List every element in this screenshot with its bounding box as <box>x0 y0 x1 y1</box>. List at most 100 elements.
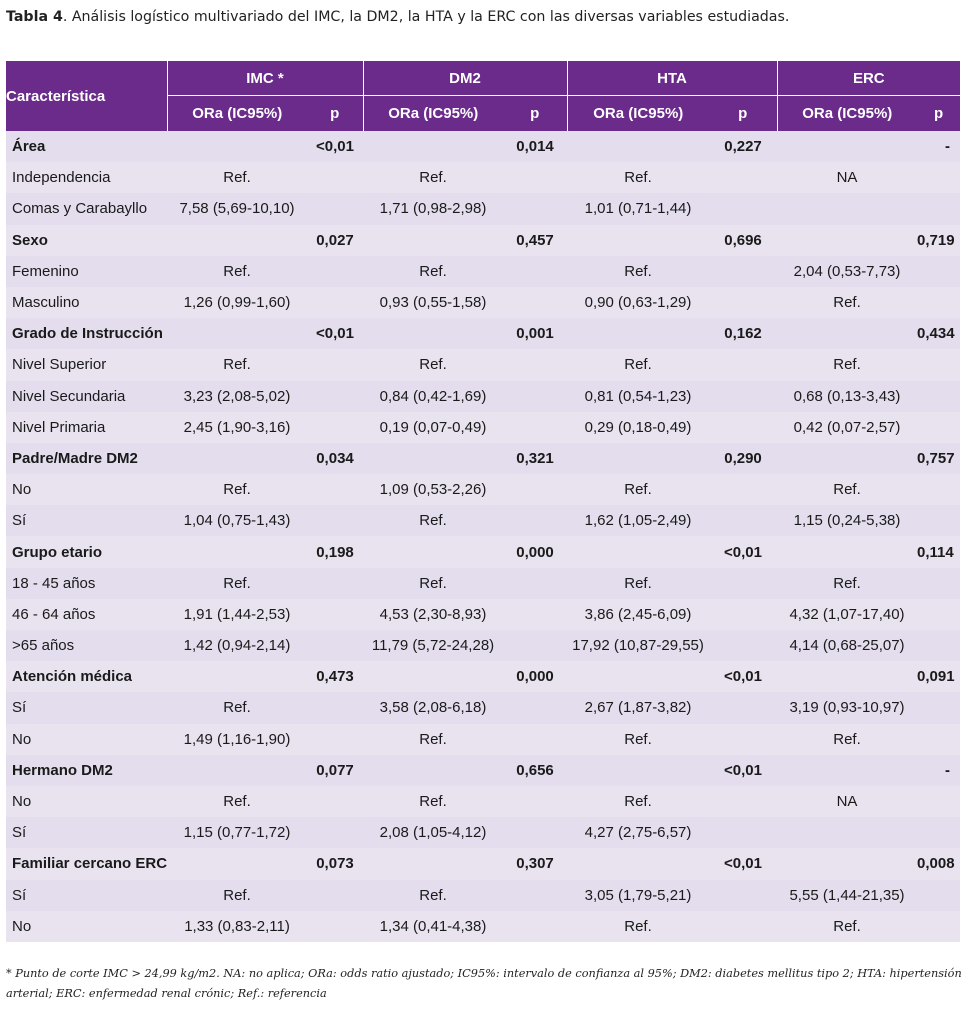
cell-imc-p <box>307 785 363 818</box>
cell-dm2-p <box>503 598 568 630</box>
cell-hta-p: <0,01 <box>709 661 778 693</box>
cell-dm2-p: 0,001 <box>503 318 568 350</box>
cell-imc-p <box>307 630 363 662</box>
cell-imc-p <box>307 411 363 443</box>
table-row: Comas y Carabayllo 7,58 (5,69-10,10) 1,71 … <box>6 193 961 225</box>
cell-hta-or: 3,05 (1,79-5,21) <box>567 879 710 911</box>
row-label: Sí <box>6 692 167 724</box>
header-group-imc: IMC * <box>167 61 364 96</box>
row-label: Nivel Primaria <box>6 411 167 443</box>
cell-erc-p: 0,719 <box>917 224 961 256</box>
cell-hta-or: 3,86 (2,45-6,09) <box>567 598 710 630</box>
cell-erc-p <box>917 692 961 724</box>
cell-erc-p: 0,091 <box>917 661 961 693</box>
cell-imc-or: Ref. <box>167 567 307 599</box>
row-label: No <box>6 910 167 942</box>
cell-imc-or: 3,23 (2,08-5,02) <box>167 380 307 412</box>
cell-hta-or: 4,27 (2,75-6,57) <box>567 817 710 849</box>
cell-hta-or <box>567 131 710 163</box>
cell-imc-p <box>307 598 363 630</box>
cell-imc-or: Ref. <box>167 255 307 287</box>
cell-hta-or: Ref. <box>567 910 710 942</box>
cell-erc-or: 5,55 (1,44-21,35) <box>777 879 918 911</box>
row-group-label: Grupo etario <box>6 536 167 568</box>
cell-imc-p <box>307 286 363 319</box>
cell-dm2-p <box>503 817 568 849</box>
row-group-label: Hermano DM2 <box>6 754 167 786</box>
cell-erc-p: - <box>917 754 961 786</box>
cell-imc-or: Ref. <box>167 879 307 911</box>
table-group-row: Sexo 0,027 0,457 0,696 0,719 <box>6 224 961 256</box>
row-label: Comas y Carabayllo <box>6 193 167 225</box>
cell-hta-or <box>567 661 710 693</box>
cell-imc-or: 1,04 (0,75-1,43) <box>167 505 307 537</box>
cell-hta-p: <0,01 <box>709 536 778 568</box>
header-characteristic: Característica <box>6 61 168 131</box>
cell-erc-or: NA <box>777 785 918 818</box>
row-label: Femenino <box>6 255 167 287</box>
cell-dm2-or <box>363 224 503 256</box>
cell-erc-or <box>777 848 918 880</box>
caption-text: . Análisis logístico multivariado del IM… <box>62 9 790 25</box>
cell-erc-or <box>777 193 918 225</box>
cell-hta-or: 0,29 (0,18-0,49) <box>567 411 710 443</box>
cell-erc-or <box>777 754 918 786</box>
cell-hta-p: <0,01 <box>709 848 778 880</box>
cell-erc-or: 4,32 (1,07-17,40) <box>777 598 918 630</box>
header-group-erc: ERC <box>777 61 961 96</box>
table-row: Independencia Ref. Ref. Ref. NA <box>6 162 961 194</box>
cell-dm2-or <box>363 318 503 350</box>
cell-hta-or: Ref. <box>567 349 710 381</box>
table-row: 46 - 64 años 1,91 (1,44-2,53) 4,53 (2,30-8… <box>6 598 961 630</box>
cell-hta-or: Ref. <box>567 474 710 506</box>
cell-erc-or <box>777 131 918 163</box>
cell-dm2-p <box>503 286 568 319</box>
cell-imc-or: Ref. <box>167 162 307 194</box>
cell-dm2-or <box>363 442 503 475</box>
cell-dm2-or: 4,53 (2,30-8,93) <box>363 598 503 630</box>
table-row: No Ref. 1,09 (0,53-2,26) Ref. Ref. <box>6 474 961 506</box>
cell-dm2-p <box>503 567 568 599</box>
cell-hta-p: 0,696 <box>709 224 778 256</box>
cell-dm2-or: 11,79 (5,72-24,28) <box>363 630 503 662</box>
table-row: Nivel Superior Ref. Ref. Ref. Ref. <box>6 349 961 381</box>
header-p-dm2: p <box>503 95 568 131</box>
cell-hta-or <box>567 224 710 256</box>
table-row: No Ref. Ref. Ref. NA <box>6 785 961 818</box>
row-label: Masculino <box>6 286 167 319</box>
cell-erc-or <box>777 661 918 693</box>
cell-erc-p <box>917 474 961 506</box>
table-group-row: Atención médica 0,473 0,000 <0,01 0,091 <box>6 661 961 693</box>
cell-dm2-p <box>503 193 568 225</box>
cell-erc-p <box>917 286 961 319</box>
cell-imc-p <box>307 474 363 506</box>
cell-dm2-p: 0,000 <box>503 536 568 568</box>
cell-erc-p <box>917 598 961 630</box>
cell-erc-p <box>917 910 961 942</box>
cell-imc-or <box>167 536 307 568</box>
cell-dm2-or <box>363 848 503 880</box>
cell-imc-p <box>307 193 363 225</box>
cell-dm2-or <box>363 754 503 786</box>
cell-dm2-or <box>363 661 503 693</box>
cell-erc-p <box>917 817 961 849</box>
table-row: >65 años 1,42 (0,94-2,14) 11,79 (5,72-24,2… <box>6 630 961 662</box>
cell-imc-or: Ref. <box>167 349 307 381</box>
cell-hta-or <box>567 754 710 786</box>
header-row-sub: ORa (IC95%) p ORa (IC95%) p ORa (IC95%) … <box>6 95 961 131</box>
cell-dm2-p: 0,457 <box>503 224 568 256</box>
cell-erc-p: 0,114 <box>917 536 961 568</box>
row-group-label: Grado de Instrucción <box>6 318 167 350</box>
cell-imc-or: 7,58 (5,69-10,10) <box>167 193 307 225</box>
cell-imc-p: 0,027 <box>307 224 363 256</box>
cell-erc-or: Ref. <box>777 567 918 599</box>
header-or-hta: ORa (IC95%) <box>567 95 710 131</box>
cell-imc-or: 1,15 (0,77-1,72) <box>167 817 307 849</box>
row-group-label: Sexo <box>6 224 167 256</box>
cell-hta-or: Ref. <box>567 162 710 194</box>
row-group-label: Familiar cercano ERC <box>6 848 167 880</box>
cell-erc-or <box>777 224 918 256</box>
cell-hta-or <box>567 442 710 475</box>
cell-dm2-or: Ref. <box>363 505 503 537</box>
cell-erc-or: 1,15 (0,24-5,38) <box>777 505 918 537</box>
